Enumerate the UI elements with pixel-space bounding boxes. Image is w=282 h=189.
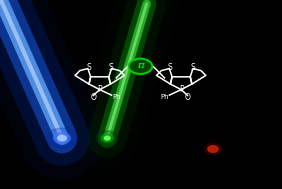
Text: S: S (168, 63, 172, 72)
Circle shape (58, 135, 66, 141)
Text: O: O (90, 93, 96, 102)
Text: P: P (179, 85, 184, 94)
Text: Ph: Ph (112, 94, 121, 100)
Circle shape (208, 146, 218, 152)
Text: S: S (86, 63, 91, 72)
Text: S: S (109, 63, 113, 72)
Circle shape (96, 131, 118, 145)
Circle shape (54, 133, 70, 144)
Circle shape (101, 134, 113, 142)
Circle shape (47, 128, 78, 148)
Circle shape (129, 59, 152, 74)
Text: S: S (190, 63, 195, 72)
Text: π: π (137, 61, 144, 70)
Text: Ph: Ph (160, 94, 169, 100)
Text: O: O (185, 93, 191, 102)
Circle shape (104, 136, 110, 140)
Circle shape (204, 144, 221, 154)
Text: P: P (97, 85, 102, 94)
